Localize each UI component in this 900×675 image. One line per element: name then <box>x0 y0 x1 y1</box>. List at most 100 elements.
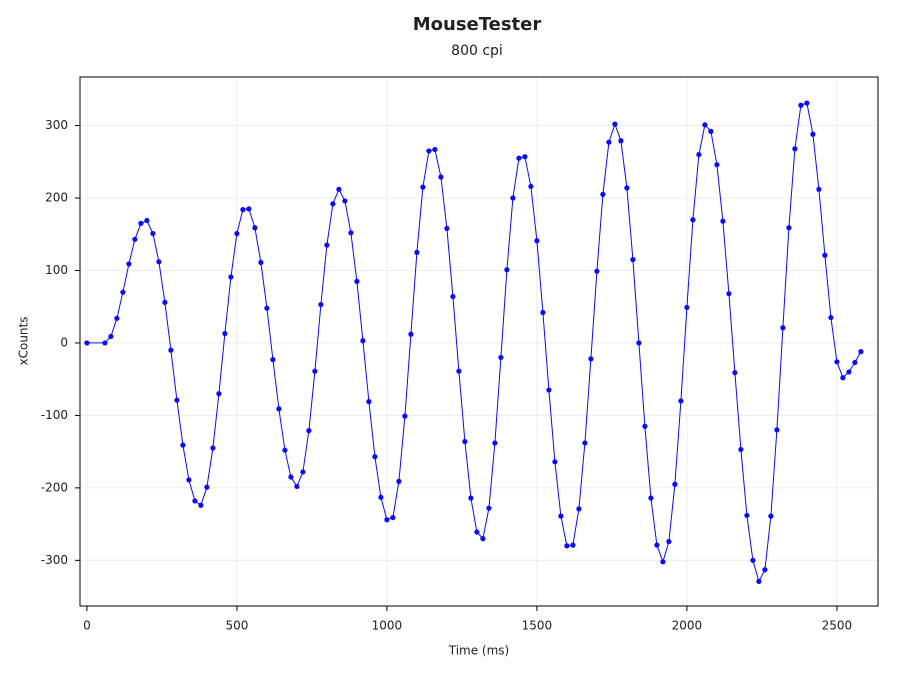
data-point <box>606 139 612 145</box>
data-point <box>720 218 726 224</box>
data-point <box>342 198 348 204</box>
data-point <box>246 206 252 212</box>
y-tick-label: 100 <box>45 263 68 277</box>
data-point <box>678 398 684 404</box>
data-point <box>120 289 126 295</box>
data-point <box>708 128 714 134</box>
data-point <box>612 121 618 127</box>
data-point <box>660 559 666 565</box>
data-point <box>570 542 576 548</box>
data-point <box>114 315 120 321</box>
x-tick-label: 2000 <box>672 619 703 633</box>
x-tick-label: 0 <box>83 619 91 633</box>
data-point <box>264 305 270 311</box>
data-point <box>702 122 708 128</box>
series-line <box>86 102 862 583</box>
data-point <box>780 325 786 331</box>
data-point <box>312 368 318 374</box>
y-axis-label: xCounts <box>17 317 31 366</box>
data-point <box>348 230 354 236</box>
data-point <box>162 299 168 305</box>
data-point <box>186 477 192 483</box>
data-point <box>834 359 840 365</box>
x-tick-label: 2500 <box>822 619 853 633</box>
data-point <box>636 340 642 346</box>
data-point <box>438 174 444 180</box>
data-point <box>198 502 204 508</box>
data-point <box>258 259 264 266</box>
data-point <box>132 236 138 242</box>
y-tick-label: -200 <box>41 480 68 494</box>
data-point <box>744 512 750 519</box>
data-point <box>546 387 552 393</box>
data-point <box>792 146 798 152</box>
data-point <box>420 184 426 190</box>
data-point <box>456 368 462 374</box>
data-point <box>210 445 216 451</box>
data-point <box>774 427 780 433</box>
data-point <box>732 370 738 376</box>
data-point <box>768 513 774 519</box>
data-point <box>852 359 858 366</box>
data-point <box>522 154 528 160</box>
data-point <box>192 498 198 504</box>
data-point <box>666 538 672 545</box>
data-point <box>582 440 588 446</box>
data-point <box>696 151 702 158</box>
y-tick-label: 200 <box>45 191 68 205</box>
data-point <box>330 201 336 207</box>
data-point <box>276 406 282 412</box>
data-point <box>498 354 504 361</box>
data-point <box>318 301 324 308</box>
data-point <box>294 483 300 490</box>
data-point <box>738 446 744 453</box>
data-point <box>174 397 180 403</box>
grid <box>80 77 878 606</box>
data-point <box>102 340 108 346</box>
data-point <box>282 447 288 453</box>
data-point <box>408 331 414 337</box>
data-point <box>672 481 678 487</box>
data-point <box>528 183 534 190</box>
plot-frame <box>79 76 879 607</box>
data-point <box>846 369 852 375</box>
data-point <box>816 186 822 192</box>
data-point <box>840 375 846 381</box>
data-point <box>324 242 330 248</box>
x-tick-label: 500 <box>225 619 248 633</box>
data-point <box>390 514 396 521</box>
data-point <box>204 484 210 490</box>
data-point <box>468 495 474 501</box>
data-point <box>534 238 540 244</box>
data-point <box>642 423 648 429</box>
data-point <box>504 267 510 273</box>
data-point <box>138 220 144 226</box>
data-point <box>180 442 186 448</box>
data-point <box>378 494 384 500</box>
data-point <box>588 356 594 362</box>
data-point <box>426 148 432 154</box>
data-point <box>306 428 312 434</box>
data-point <box>156 259 162 265</box>
data-point <box>450 293 456 300</box>
data-point <box>300 469 306 475</box>
data-point <box>144 217 150 224</box>
chart-title: MouseTester <box>413 14 542 35</box>
data-point <box>828 314 834 321</box>
data-point <box>360 338 366 344</box>
data-point <box>84 340 90 346</box>
data-point <box>354 278 360 284</box>
data-point <box>756 578 762 584</box>
x-axis-label: Time (ms) <box>448 644 510 658</box>
data-point <box>228 274 234 280</box>
data-point <box>486 505 492 511</box>
data-point <box>714 162 720 168</box>
data-point <box>624 185 630 191</box>
data-point <box>150 230 156 237</box>
data-point <box>240 207 246 213</box>
data-point <box>810 131 816 137</box>
data-point <box>492 440 498 446</box>
data-point <box>126 261 132 267</box>
